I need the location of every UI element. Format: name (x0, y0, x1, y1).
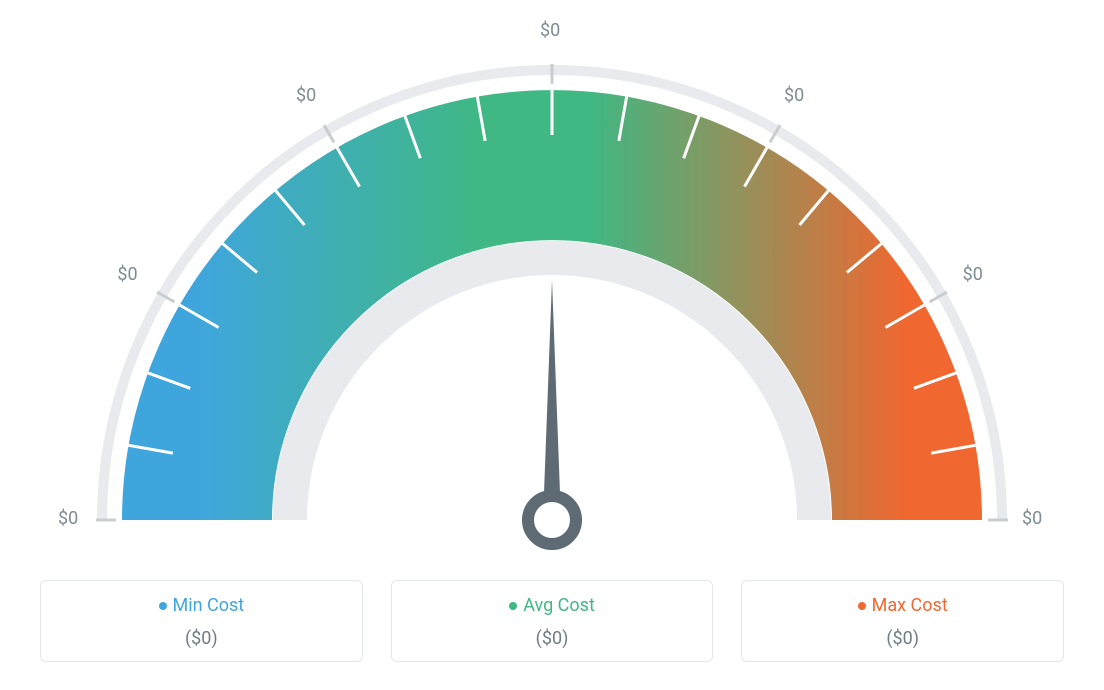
scale-label-4: $0 (784, 85, 804, 106)
legend-value-min: ($0) (51, 628, 352, 649)
scale-label-1: $0 (117, 264, 137, 285)
gauge-chart-container: $0 $0 $0 $0 $0 $0 $0 Min Cost ($0) Avg Cost ($… (0, 0, 1104, 690)
legend-title-min: Min Cost (51, 595, 352, 616)
legend-title-max: Max Cost (752, 595, 1053, 616)
gauge-needle (528, 280, 576, 544)
legend-title-avg: Avg Cost (402, 595, 703, 616)
legend-dot-avg (509, 602, 517, 610)
scale-label-3: $0 (540, 20, 560, 41)
legend-value-max: ($0) (752, 628, 1053, 649)
scale-label-0: $0 (58, 508, 78, 529)
legend-card-avg: Avg Cost ($0) (391, 580, 714, 662)
legend-dot-max (858, 602, 866, 610)
legend-card-min: Min Cost ($0) (40, 580, 363, 662)
legend-label-min: Min Cost (173, 595, 245, 616)
legend-row: Min Cost ($0) Avg Cost ($0) Max Cost ($0… (40, 580, 1064, 662)
scale-label-2: $0 (296, 85, 316, 106)
legend-label-max: Max Cost (872, 595, 948, 616)
legend-value-avg: ($0) (402, 628, 703, 649)
gauge-area: $0 $0 $0 $0 $0 $0 $0 (0, 0, 1104, 560)
legend-card-max: Max Cost ($0) (741, 580, 1064, 662)
scale-label-5: $0 (963, 264, 983, 285)
scale-label-6: $0 (1022, 508, 1042, 529)
legend-label-avg: Avg Cost (523, 595, 595, 616)
gauge-svg (42, 20, 1062, 580)
legend-dot-min (159, 602, 167, 610)
